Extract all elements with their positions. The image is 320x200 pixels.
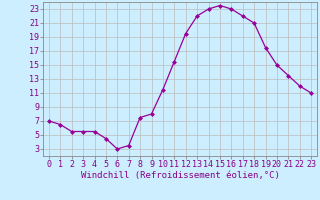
X-axis label: Windchill (Refroidissement éolien,°C): Windchill (Refroidissement éolien,°C) [81, 171, 279, 180]
